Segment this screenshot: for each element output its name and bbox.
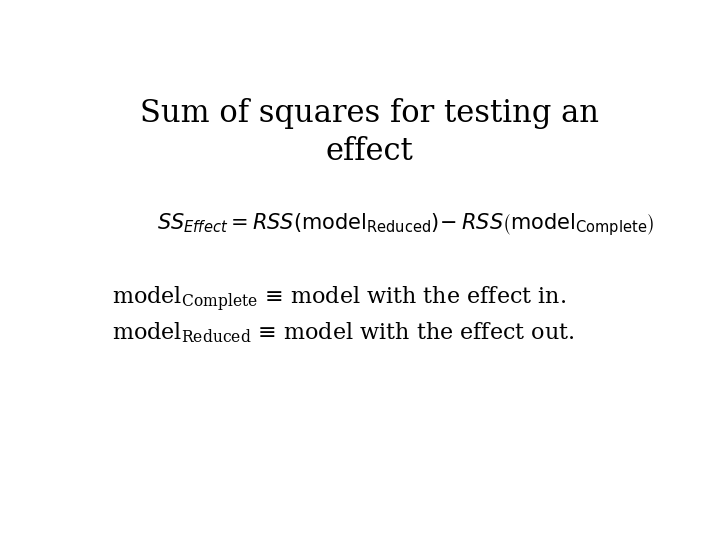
Text: model$_{\mathregular{Reduced}}$ ≡ model with the effect out.: model$_{\mathregular{Reduced}}$ ≡ model … [112,321,575,345]
Text: Sum of squares for testing an
effect: Sum of squares for testing an effect [140,98,598,167]
Text: model$_{\mathregular{Complete}}$ ≡ model with the effect in.: model$_{\mathregular{Complete}}$ ≡ model… [112,285,567,314]
Text: $\mathit{SS}_{\mathit{Effect}} = \mathit{RSS}\left(\mathrm{model}_{\mathrm{Reduc: $\mathit{SS}_{\mathit{Effect}} = \mathit… [157,212,654,238]
